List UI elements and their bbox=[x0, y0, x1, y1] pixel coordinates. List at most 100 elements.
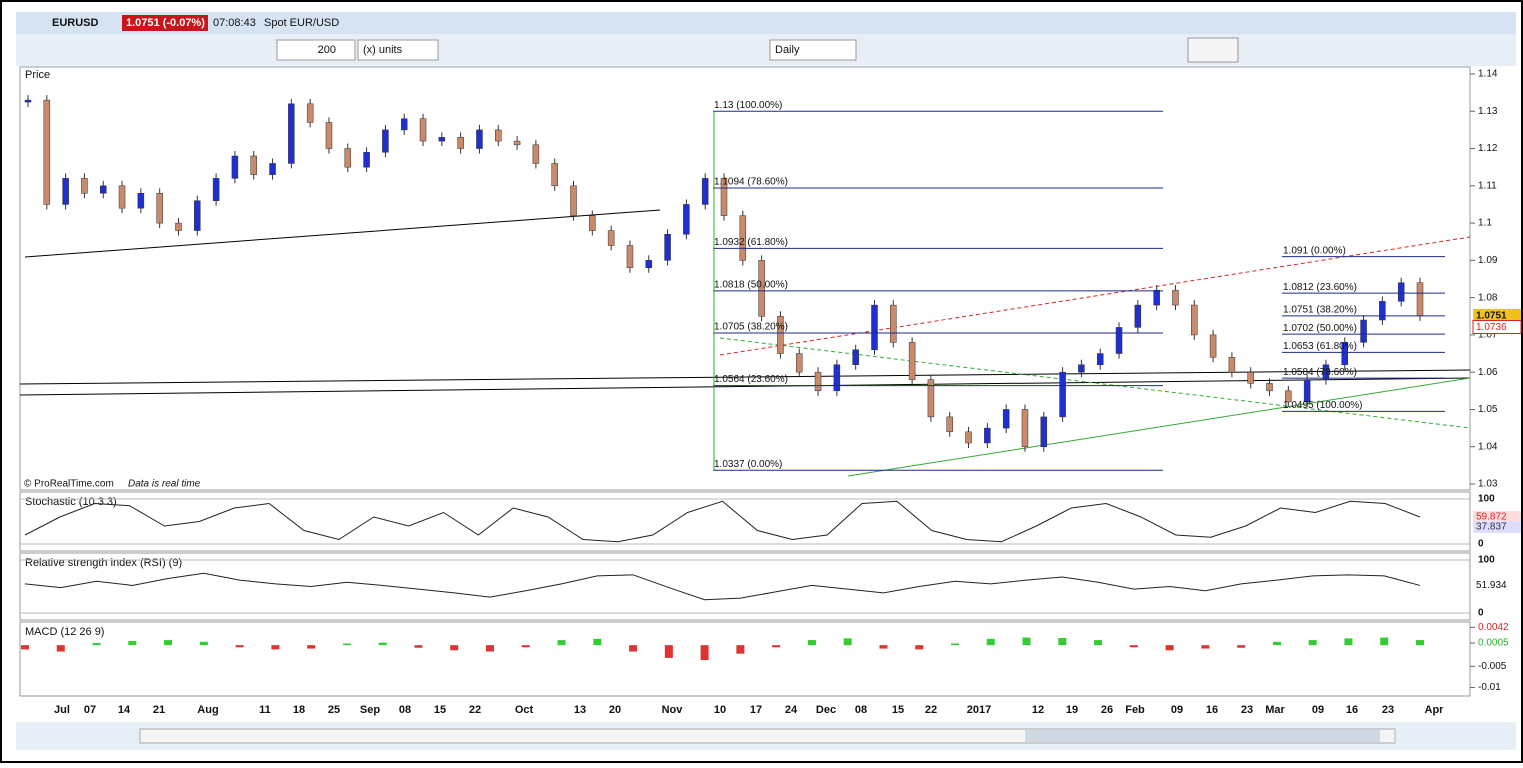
candle bbox=[645, 260, 653, 269]
candle bbox=[1153, 289, 1160, 306]
candle bbox=[1134, 304, 1142, 328]
fib-label: 1.1094 (78.60%) bbox=[714, 177, 788, 188]
macd-bar bbox=[915, 645, 924, 650]
candle bbox=[871, 304, 878, 351]
x-tick-label: 26 bbox=[1101, 704, 1113, 716]
y-tick-label: 100 bbox=[1478, 555, 1495, 566]
x-tick-label: 08 bbox=[399, 704, 411, 716]
macd-bar bbox=[879, 645, 888, 649]
fib-label: 1.0705 (38.20%) bbox=[714, 322, 788, 333]
indicator-line bbox=[24, 572, 1421, 601]
macd-bar bbox=[807, 640, 816, 646]
y-tick-label: 1.1 bbox=[1478, 218, 1492, 229]
candle bbox=[890, 304, 897, 343]
fib-label: 1.13 (100.00%) bbox=[714, 100, 782, 111]
ma-price: 1.0736 bbox=[1476, 322, 1507, 333]
fib-label: 1.0751 (38.20%) bbox=[1283, 305, 1357, 316]
macd-bar bbox=[235, 645, 244, 648]
y-tick-label: 1.07 bbox=[1478, 330, 1498, 341]
candle bbox=[1059, 371, 1066, 418]
units-input[interactable] bbox=[276, 39, 356, 61]
macd-bar bbox=[1094, 640, 1103, 646]
fib-label: 1.0702 (50.00%) bbox=[1283, 323, 1357, 334]
y-tick-label: 100 bbox=[1478, 494, 1495, 505]
candle bbox=[476, 129, 483, 149]
x-tick-label: 23 bbox=[1382, 704, 1394, 716]
x-tick-label: 15 bbox=[892, 704, 904, 716]
x-tick-label: 22 bbox=[925, 704, 937, 716]
x-tick-label: 18 bbox=[293, 704, 305, 716]
instrument-name: Spot EUR/USD bbox=[264, 17, 339, 29]
macd-bar bbox=[736, 645, 745, 654]
x-tick-label: 20 bbox=[609, 704, 621, 716]
candle bbox=[231, 155, 239, 179]
candle bbox=[532, 144, 540, 164]
symbol[interactable]: EURUSD bbox=[52, 17, 99, 29]
candle bbox=[1078, 364, 1085, 373]
macd-bar bbox=[593, 638, 602, 646]
period-select[interactable] bbox=[769, 39, 857, 61]
trend-line bbox=[19, 377, 1471, 396]
y-tick-label: 1.12 bbox=[1478, 143, 1498, 154]
x-tick-label: Feb bbox=[1125, 704, 1145, 716]
ma-price-box bbox=[1472, 319, 1522, 334]
macd-bar bbox=[164, 640, 173, 646]
macd-bar bbox=[521, 645, 530, 648]
candle bbox=[720, 178, 728, 216]
x-tick-label: 16 bbox=[1346, 704, 1358, 716]
x-tick-label: 17 bbox=[750, 704, 762, 716]
macd-bar bbox=[378, 642, 387, 646]
candle bbox=[1172, 289, 1179, 306]
fib-label: 1.091 (0.00%) bbox=[1283, 245, 1346, 256]
candle bbox=[965, 431, 972, 444]
x-tick-label: 12 bbox=[1032, 704, 1044, 716]
candle bbox=[1040, 416, 1048, 447]
candle bbox=[908, 342, 916, 380]
x-tick-label: Apr bbox=[1425, 704, 1445, 716]
macd-bar bbox=[951, 643, 959, 646]
candle bbox=[175, 222, 182, 231]
fib-label: 1.0564 (23.60%) bbox=[714, 374, 788, 385]
candle bbox=[495, 129, 502, 142]
x-tick-label: Nov bbox=[662, 704, 684, 716]
trend-line bbox=[24, 209, 661, 258]
candle bbox=[984, 427, 991, 444]
time: 07:08:43 bbox=[213, 17, 256, 29]
candle bbox=[118, 185, 126, 209]
candle bbox=[664, 234, 671, 261]
candle bbox=[1285, 390, 1292, 403]
y-tick-label: 0.0005 bbox=[1478, 638, 1509, 649]
candle bbox=[739, 215, 747, 261]
candle bbox=[758, 260, 765, 317]
candle bbox=[1191, 304, 1198, 336]
macd-bar bbox=[843, 638, 852, 646]
footer-brand: © ProRealTime.com bbox=[24, 479, 114, 490]
scroll-thumb[interactable] bbox=[1025, 730, 1380, 742]
footer-note: Data is real time bbox=[128, 479, 201, 490]
candle bbox=[1341, 342, 1349, 365]
candle bbox=[513, 140, 521, 146]
units-select[interactable] bbox=[357, 39, 439, 61]
x-tick-label: 23 bbox=[1241, 704, 1253, 716]
value-label: 59.872 bbox=[1476, 512, 1507, 523]
trend-line bbox=[19, 369, 1471, 385]
candle bbox=[1021, 409, 1029, 447]
candle bbox=[1002, 409, 1010, 429]
macd-bar bbox=[342, 643, 351, 646]
candle bbox=[344, 148, 352, 168]
macd-bar bbox=[21, 645, 29, 650]
x-tick-label: 19 bbox=[1066, 704, 1078, 716]
toolbar bbox=[16, 34, 1516, 66]
x-tick-label: 22 bbox=[469, 704, 481, 716]
x-tick-label: 21 bbox=[153, 704, 165, 716]
candle bbox=[607, 230, 615, 246]
candle bbox=[1397, 282, 1405, 302]
candle bbox=[382, 129, 389, 153]
macd-bar bbox=[700, 645, 709, 660]
candle bbox=[946, 416, 953, 433]
macd-bar bbox=[1058, 637, 1067, 646]
macd-bar bbox=[92, 643, 101, 646]
macd-bar bbox=[1237, 645, 1246, 648]
indicator-button[interactable] bbox=[1187, 37, 1239, 63]
period: Daily bbox=[775, 44, 800, 56]
